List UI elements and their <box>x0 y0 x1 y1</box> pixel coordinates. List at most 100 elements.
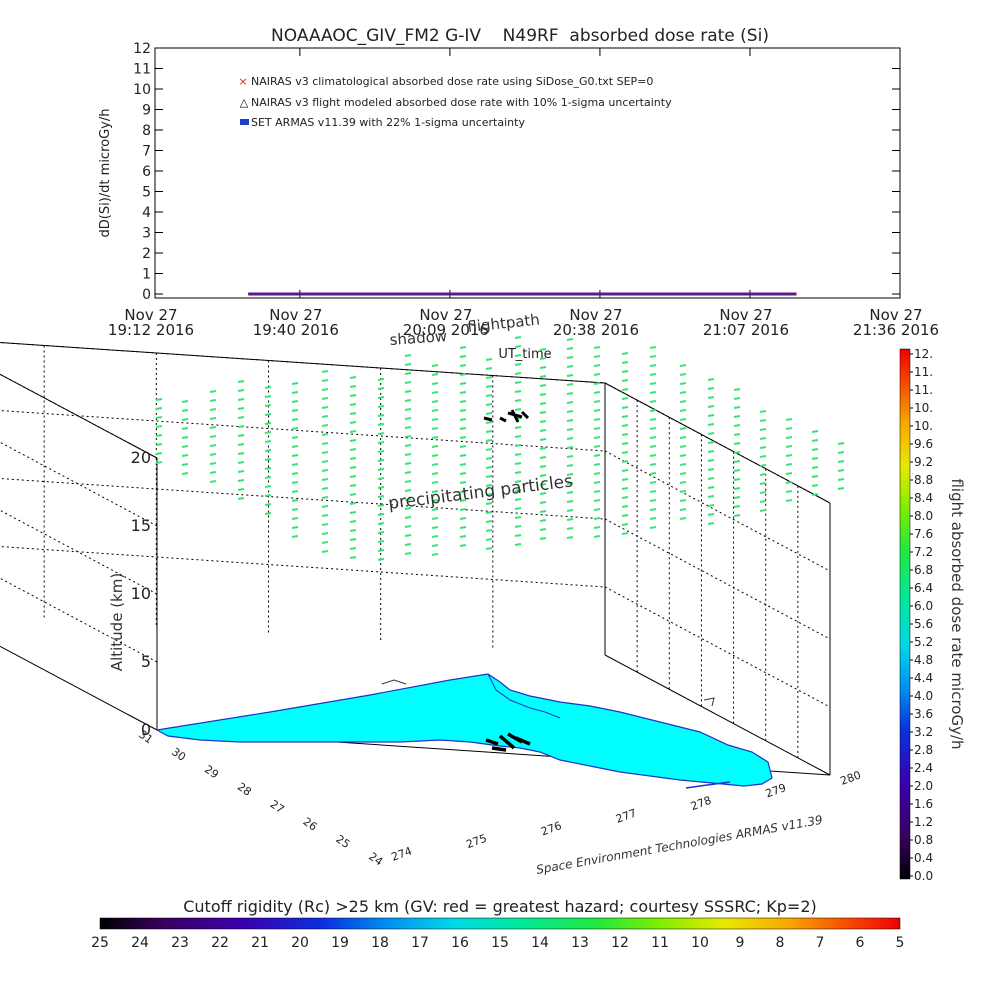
colorbar-tick-label: 9.2 <box>914 455 933 469</box>
rigidity-tick-label: 11 <box>651 935 669 951</box>
colorbar-tick-label: 7.6 <box>914 527 933 541</box>
particle-column <box>181 400 189 475</box>
particle-column <box>837 442 845 490</box>
grid-line <box>604 586 831 708</box>
rigidity-tick-label: 23 <box>171 935 189 951</box>
z-tick-label: 5 <box>141 652 151 671</box>
colorbar-ticks: 0.0 0.4 0.8 1.2 1.6 2.0 2.4 2.8 3.2 3.6 4.0 4.4 4.8 5… <box>910 347 933 883</box>
legend-item-climatological: × NAIRAS v3 climatological absorbed dose… <box>238 75 653 88</box>
flightpath-marker <box>483 409 530 423</box>
box-edge <box>0 645 158 731</box>
z-tick-label: 10 <box>131 584 151 603</box>
particle-column <box>237 380 245 500</box>
colorbar-tick-label: 11. <box>914 365 933 379</box>
precipitating-particles <box>155 336 845 561</box>
y-tick-label: 11 <box>133 62 151 78</box>
particle-column <box>759 410 767 512</box>
x-tick-label-time: 21:36 2016 <box>853 321 939 339</box>
colorbar-tick-label: 1.2 <box>914 815 933 829</box>
y-tick-label: 12 <box>133 41 151 57</box>
legend-label: NAIRAS v3 climatological absorbed dose r… <box>251 75 653 88</box>
x-tick-label-date: Nov 27 <box>719 306 772 324</box>
rigidity-tick-label: 17 <box>411 935 429 951</box>
rigidity-tick-label: 8 <box>776 935 785 951</box>
colorbar-tick-label: 8.4 <box>914 491 933 505</box>
x-tick-label-date: Nov 27 <box>269 306 322 324</box>
particle-column <box>785 418 793 502</box>
colorbar-tick-label: 4.0 <box>914 689 933 703</box>
particle-column <box>404 354 412 555</box>
x-tick-label-time: 20:38 2016 <box>553 321 639 339</box>
z-tick-label: 0 <box>141 720 151 739</box>
particle-column <box>377 378 385 561</box>
colorbar-tick-label: 1.6 <box>914 797 933 811</box>
lon-tick-label: 274 <box>390 844 414 863</box>
rigidity-tick-label: 7 <box>816 935 825 951</box>
rigidity-tick-label: 18 <box>371 935 389 951</box>
particle-column <box>733 388 741 517</box>
x-tick-label-time: 19:40 2016 <box>253 321 339 339</box>
colorbar-tick-label: 4.8 <box>914 653 933 667</box>
particle-column <box>264 386 272 515</box>
grid-line <box>0 373 158 459</box>
grid-line <box>0 546 606 588</box>
x-tick-label-date: Nov 27 <box>869 306 922 324</box>
colorbar-tick-label: 6.4 <box>914 581 933 595</box>
rigidity-tick-label: 25 <box>91 935 109 951</box>
annotation-particles: precipitating particles <box>387 471 574 514</box>
colorbar-label: flight absorbed dose rate microGy/h <box>948 478 966 749</box>
lon-tick-label: 278 <box>689 794 713 813</box>
x-tick-label-time: 21:07 2016 <box>703 321 789 339</box>
legend-label: NAIRAS v3 flight modeled absorbed dose r… <box>251 96 672 109</box>
lat-tick-label: 26 <box>301 815 320 834</box>
florida-landmass <box>155 673 773 789</box>
y-tick-label: 6 <box>142 164 151 180</box>
lon-tick-label: 277 <box>614 806 638 825</box>
lon-tick-label: 275 <box>464 832 488 851</box>
rigidity-tick-label: 6 <box>856 935 865 951</box>
particle-column <box>321 370 329 553</box>
x-tick-label-time: 20:09 2016 <box>403 321 489 339</box>
box-edge <box>604 654 831 776</box>
rigidity-tick-label: 24 <box>131 935 149 951</box>
triangle-marker-icon: △ <box>240 96 249 109</box>
annotation-shadow: shadow <box>389 327 448 349</box>
particle-column <box>459 346 467 547</box>
colorbar-tick-label: 3.6 <box>914 707 933 721</box>
box-edge <box>0 342 606 384</box>
land-polygon <box>155 673 773 787</box>
plot-frame <box>154 47 901 299</box>
rigidity-tick-label: 22 <box>211 935 229 951</box>
lat-tick-label: 24 <box>366 850 385 869</box>
rigidity-tick-label: 9 <box>736 935 745 951</box>
coastline-detail <box>487 673 561 719</box>
particle-column <box>593 346 601 538</box>
x-tick-label-date: Nov 27 <box>569 306 622 324</box>
rigidity-tick-label: 19 <box>331 935 349 951</box>
colorbar-rigidity <box>99 917 901 930</box>
y-tick-label: 3 <box>142 226 151 242</box>
rigidity-tick-label: 14 <box>531 935 549 951</box>
colorbar-tick-label: 9.6 <box>914 437 933 451</box>
grid-line <box>604 518 831 640</box>
x-tick-label-time: 19:12 2016 <box>108 321 194 339</box>
y-tick-label: 2 <box>142 246 151 262</box>
colorbar-tick-label: 8.0 <box>914 509 933 523</box>
y-tick-label: 9 <box>142 103 151 119</box>
rigidity-tick-label: 12 <box>611 935 629 951</box>
z-axis-label: Altitude (km) <box>108 573 126 671</box>
particle-column <box>431 364 439 556</box>
y-tick-label: 4 <box>142 205 151 221</box>
rigidity-tick-label: 5 <box>896 935 905 951</box>
particle-column <box>649 346 657 529</box>
particle-column <box>679 364 687 520</box>
y-tick-label: 8 <box>142 123 151 139</box>
colorbar-tick-label: 4.4 <box>914 671 933 685</box>
annotation-flightpath: flightpath <box>467 310 541 335</box>
x-marker-icon: × <box>238 75 247 88</box>
colorbar-tick-label: 10. <box>914 401 933 415</box>
colorbar-tick-label: 6.0 <box>914 599 933 613</box>
legend: × NAIRAS v3 climatological absorbed dose… <box>238 75 672 129</box>
lat-tick-label: 28 <box>235 780 254 799</box>
